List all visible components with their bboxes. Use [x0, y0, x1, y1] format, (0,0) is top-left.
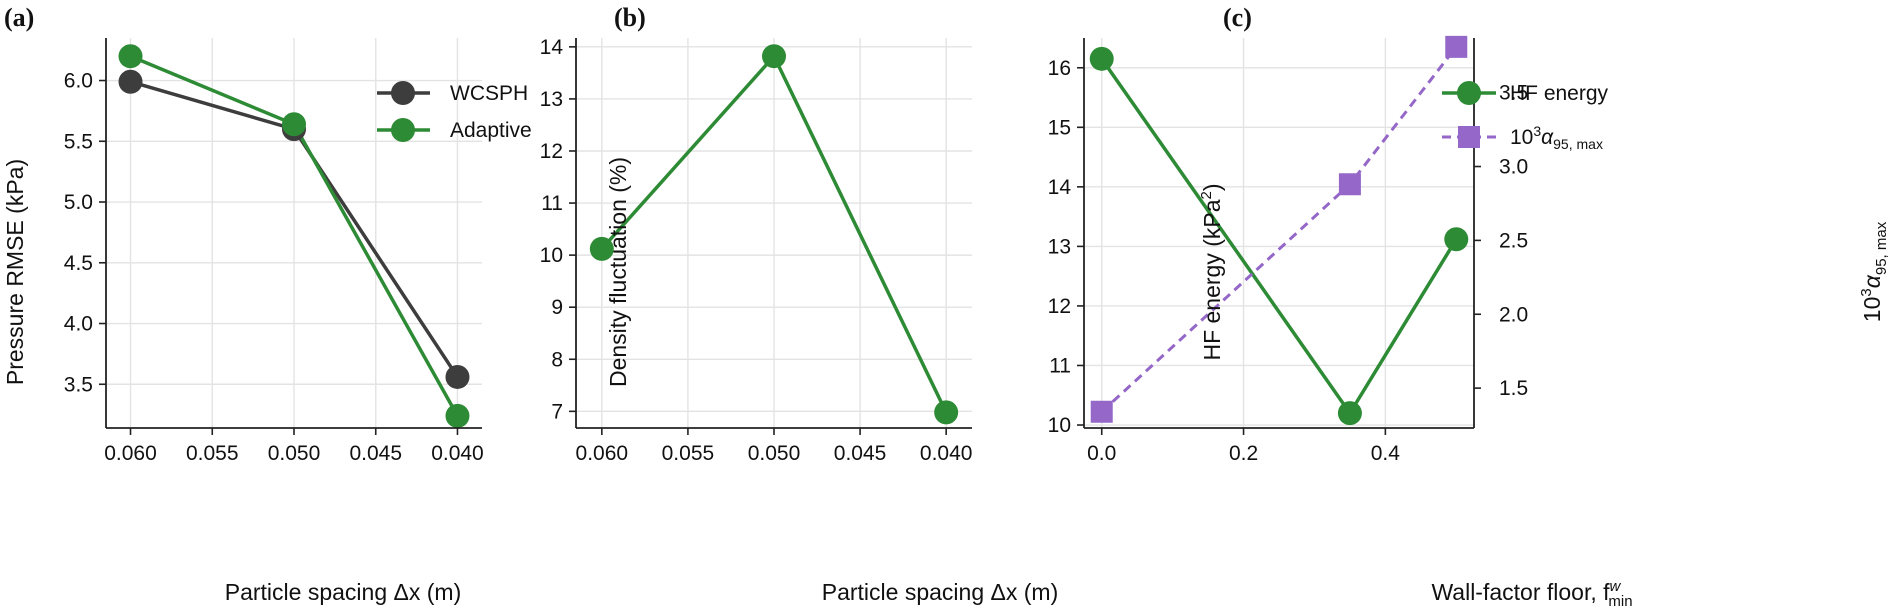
y-tick-label-b-4: 11	[541, 192, 563, 215]
y-tick-label-c-3: 13	[1048, 235, 1071, 258]
grid-b	[576, 38, 972, 428]
series-markers-c	[1089, 35, 1469, 426]
x-tick-label-a-3: 0.045	[349, 442, 402, 465]
data-point-a-0-0	[118, 69, 143, 94]
y-tick-label-a-3: 5.0	[64, 191, 93, 214]
data-point-c-0-0	[1089, 46, 1114, 71]
panel-label-a: (a)	[4, 3, 34, 32]
y-axis-label-c: HF energy (kPa2)	[1198, 183, 1225, 360]
y-tick-label-right-c-0: 1.5	[1499, 377, 1528, 400]
axes-c	[1083, 38, 1475, 429]
y-tick-label-c-6: 16	[1048, 57, 1071, 80]
data-point-a-0-2	[445, 364, 470, 389]
y-tick-label-c-0: 10	[1048, 414, 1071, 437]
panel-label-b: (b)	[614, 3, 646, 32]
x-axis-label-b: Particle spacing Δx (m)	[822, 579, 1058, 605]
y-axis-label-a: Pressure RMSE (kPa)	[2, 159, 28, 385]
x-tick-label-b-1: 0.055	[662, 442, 715, 465]
y-tick-label-c-5: 15	[1048, 116, 1071, 139]
x-tick-label-b-4: 0.040	[920, 442, 973, 465]
panel-label-c: (c)	[1223, 3, 1252, 32]
series-lines-c	[1100, 45, 1458, 415]
y-tick-label-a-4: 5.5	[64, 130, 93, 153]
x-tick-label-a-0: 0.060	[104, 442, 157, 465]
series-markers-a	[118, 44, 470, 428]
x-tick-label-b-3: 0.045	[834, 442, 887, 465]
legend-marker-adaptive	[391, 118, 415, 142]
legend-a: WCSPH Adaptive	[377, 81, 532, 142]
x-tick-label-b-2: 0.050	[748, 442, 801, 465]
x-tick-label-c-2: 0.4	[1371, 442, 1401, 465]
y-tick-label-b-5: 12	[540, 140, 563, 163]
legend-marker-alpha	[1458, 126, 1480, 148]
data-point-a-1-0	[118, 44, 143, 69]
ticks-a: 0.060 0.055 0.050 0.045 0.040 3.5 4.0 4.5 5.0 5.5…	[64, 70, 484, 465]
y-tick-label-right-c-2: 2.5	[1499, 229, 1528, 252]
ticks-c: 0.0 0.2 0.4 10 11 12 13 14 15 16 1.5 2.0 2.5 3.0 3.5	[1048, 57, 1529, 465]
y-axis-label-b: Density fluctuation (%)	[605, 157, 631, 387]
data-point-a-1-1	[282, 112, 306, 137]
panel-c: (c) 0.0 0.2 0.4 10 11 12 13 14 15 16 1.5 2.0 2.5 3.0 3…	[1048, 3, 1890, 610]
legend-label-hf-energy: HF energy	[1510, 82, 1609, 105]
data-point-a-1-2	[445, 403, 470, 428]
series-line-c-1	[1100, 45, 1458, 413]
grid-a	[106, 38, 482, 428]
x-tick-label-a-2: 0.050	[268, 442, 321, 465]
data-point-c-1-2	[1445, 35, 1468, 58]
y-tick-label-b-3: 10	[540, 244, 563, 267]
legend-marker-wcsph	[391, 81, 415, 105]
y-tick-label-b-7: 14	[540, 36, 564, 59]
y-tick-label-c-4: 14	[1048, 176, 1072, 199]
y-tick-label-b-1: 8	[551, 348, 563, 371]
data-point-b-0-1	[762, 44, 786, 69]
panel-a: (a) 0.060 0.055 0.050 0.045 0.040 3.5 4.0 4.5 5.…	[2, 3, 532, 605]
series-line-c-0	[1100, 57, 1458, 415]
y-axis-label-right-c: 103α95, max	[1858, 221, 1890, 322]
data-point-c-1-1	[1338, 173, 1361, 196]
x-tick-label-c-1: 0.2	[1229, 442, 1258, 465]
x-axis-label-c: Wall-factor floor, fw min	[1431, 578, 1632, 610]
y-tick-label-a-0: 3.5	[64, 373, 93, 396]
legend-c: HF energy 103α95, max	[1442, 81, 1609, 152]
y-tick-label-a-2: 4.5	[64, 252, 93, 275]
data-point-c-0-1	[1337, 401, 1362, 426]
grid-c	[1084, 38, 1474, 428]
y-tick-label-c-2: 12	[1048, 295, 1071, 318]
y-tick-label-c-1: 11	[1049, 354, 1071, 377]
y-tick-label-right-c-1: 2.0	[1499, 303, 1528, 326]
data-point-b-0-2	[934, 400, 959, 425]
x-tick-label-a-1: 0.055	[186, 442, 239, 465]
data-point-c-1-0	[1090, 400, 1113, 423]
panel-b: (b) 0.060 0.055 0.050 0.045 0.040 7 8 9 10 11 12 13…	[540, 3, 1059, 605]
data-point-b-0-0	[589, 236, 614, 261]
y-tick-label-a-5: 6.0	[64, 70, 93, 93]
x-tick-label-b-0: 0.060	[576, 442, 629, 465]
legend-label-alpha: 103α95, max	[1510, 123, 1603, 152]
legend-label-wcsph: WCSPH	[450, 82, 528, 105]
data-point-c-0-2	[1444, 227, 1469, 252]
x-tick-label-a-4: 0.040	[431, 442, 484, 465]
ticks-b: 0.060 0.055 0.050 0.045 0.040 7 8 9 10 11 12 13 14	[540, 36, 973, 465]
y-tick-label-b-6: 13	[540, 88, 563, 111]
y-tick-label-a-1: 4.0	[64, 313, 93, 336]
y-tick-label-b-2: 9	[551, 296, 563, 319]
legend-marker-hf-energy	[1457, 81, 1481, 105]
y-tick-label-b-0: 7	[551, 400, 563, 423]
x-axis-label-a: Particle spacing Δx (m)	[225, 579, 461, 605]
y-tick-label-right-c-4: 3.5	[1499, 82, 1528, 105]
y-tick-label-right-c-3: 3.0	[1499, 156, 1528, 179]
x-tick-label-c-0: 0.0	[1087, 442, 1116, 465]
series-markers-b	[589, 44, 959, 425]
legend-label-adaptive: Adaptive	[450, 119, 532, 142]
